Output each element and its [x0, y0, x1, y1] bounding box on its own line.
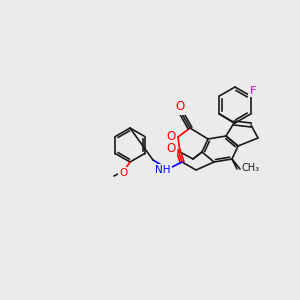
Text: F: F	[249, 86, 256, 96]
Text: O: O	[119, 168, 127, 178]
Text: O: O	[167, 130, 176, 143]
Text: O: O	[176, 100, 184, 113]
Text: NH: NH	[155, 165, 171, 175]
Text: O: O	[167, 142, 176, 154]
Text: CH₃: CH₃	[242, 163, 260, 173]
